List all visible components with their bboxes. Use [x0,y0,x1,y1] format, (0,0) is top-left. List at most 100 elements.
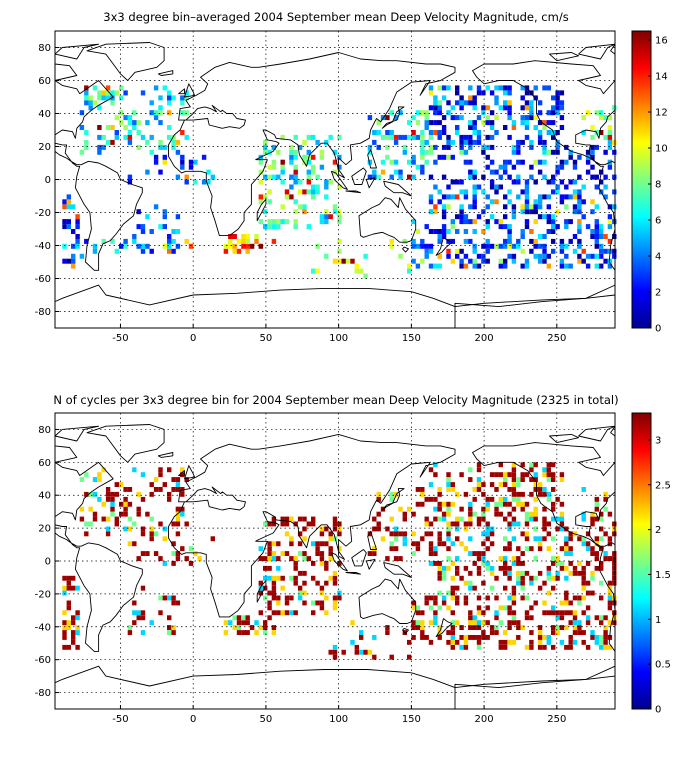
bin-cell [542,243,547,249]
bin-cell [62,204,67,210]
bin-cell [315,139,320,145]
bin-cell [520,625,525,630]
bin-cell [551,214,556,220]
bin-cell [446,144,451,150]
bin-cell [188,243,194,249]
bin-cell [537,159,543,165]
bin-cell [612,565,617,571]
bin-cell [180,130,185,135]
bin-cell [542,234,547,239]
bin-cell [472,635,477,640]
bin-cell [455,521,460,527]
bin-cell [511,214,517,220]
bin-cell [546,491,551,497]
bin-cell [180,164,185,170]
bin-cell [433,229,438,234]
bin-cell [359,630,364,635]
bin-cell [507,501,512,507]
bin-cell [446,477,451,482]
coastline [168,52,456,237]
bin-cell [289,516,294,522]
x-axis-ticks: -50 0 50 100 150 200 250 [112,324,566,344]
bin-cell [603,644,608,650]
bin-cell [537,639,543,645]
bin-cell [249,243,255,249]
x-axis-ticks: -50 0 50 100 150 200 250 [112,705,566,725]
bin-cell [92,100,98,106]
bin-cell [319,214,325,220]
velocity-bins [62,85,617,279]
bin-cell [337,248,342,254]
bin-cell [590,546,595,552]
coastline [351,549,367,567]
bin-cell [551,630,556,635]
bin-cell [127,120,133,126]
bin-cell [428,134,434,140]
bin-cell [123,496,128,502]
bin-cell [585,169,591,175]
bin-cell [101,90,106,96]
bin-cell [162,526,167,532]
bin-cell [319,219,325,225]
bin-cell [529,580,534,586]
bin-cell [263,521,268,527]
bin-cell [441,501,447,507]
bin-cell [92,491,98,497]
bin-cell [481,630,486,635]
bin-cell [494,85,499,91]
bin-cell [468,174,473,180]
bin-cell [119,482,124,487]
bin-cell [494,243,499,249]
bin-cell [184,90,189,96]
bin-cell [158,144,163,150]
bin-cell [503,85,508,91]
bin-cell [472,184,477,190]
bin-cell [433,546,438,552]
bin-cell [485,105,490,111]
bin-cell [66,580,71,586]
bin-cell [149,110,154,116]
bin-cell [337,164,342,170]
bin-cell [263,224,268,230]
bin-cell [590,154,595,160]
bin-cell [167,496,172,502]
bin-cell [485,605,490,611]
bin-cell [437,536,442,542]
bin-cell [97,144,102,150]
bin-cell [232,615,237,621]
bin-cell [455,595,460,601]
coastline [402,627,409,634]
bin-cell [546,496,551,502]
bin-cell [516,243,521,249]
bin-cell [533,511,538,517]
bin-cell [511,610,517,616]
bin-cell [507,511,512,517]
bin-cell [529,615,534,621]
bin-cell [498,462,503,468]
bin-cell [599,179,604,185]
bin-cell [489,625,495,630]
bin-cell [551,229,556,234]
bin-cell [524,516,530,522]
bin-cell [428,595,434,601]
bin-cell [267,219,272,225]
bin-cell [411,625,416,630]
y-tick-label: 0 [45,557,51,568]
bin-cell [302,209,307,215]
bin-cell [284,551,290,556]
bin-cell [411,159,416,165]
bin-cell [559,511,565,517]
bin-cell [503,630,508,635]
bin-cell [302,154,307,160]
bin-cell [472,496,477,502]
bin-cell [101,134,106,140]
bin-cell [367,144,373,150]
bin-cell [433,610,438,616]
bin-cell [603,556,608,561]
bin-cell [289,610,294,616]
bin-cell [599,169,604,175]
bin-cell [332,258,338,264]
bin-cell [472,95,477,101]
bin-cell [293,134,298,140]
bin-cell [289,184,294,190]
